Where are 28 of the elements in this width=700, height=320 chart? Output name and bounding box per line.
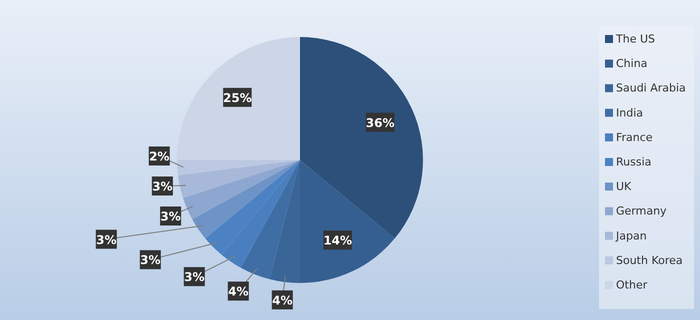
data-label: 4%: [272, 293, 293, 308]
legend-label: China: [616, 57, 648, 70]
data-label: 36%: [366, 116, 394, 130]
pie-slice: [183, 160, 300, 220]
data-label: 2%: [149, 150, 170, 164]
data-label: 4%: [228, 284, 249, 299]
data-label: 25%: [223, 90, 252, 105]
legend-label: Japan: [615, 229, 647, 242]
legend-label: Germany: [616, 204, 668, 218]
legend-label: Saudi Arabia: [616, 82, 686, 95]
data-label: 14%: [323, 234, 352, 248]
legend-label: Other: [616, 278, 648, 292]
data-label: 3%: [160, 210, 181, 224]
legend-label: The US: [615, 32, 656, 46]
pie-slice: [240, 160, 300, 280]
pie-slice: [192, 160, 300, 238]
pie-slice: [178, 160, 300, 198]
legend-label: South Korea: [616, 254, 683, 267]
data-label: 3%: [184, 270, 205, 284]
legend-label: UK: [616, 180, 632, 194]
pie-slice: [177, 160, 300, 176]
legend-label: France: [616, 130, 653, 144]
data-label: 3%: [152, 180, 173, 194]
legend-label: India: [616, 106, 643, 120]
data-label: 3%: [96, 232, 117, 247]
data-label: 3%: [140, 253, 161, 268]
pie-slice: [177, 37, 300, 160]
legend-label: Russia: [616, 156, 652, 168]
